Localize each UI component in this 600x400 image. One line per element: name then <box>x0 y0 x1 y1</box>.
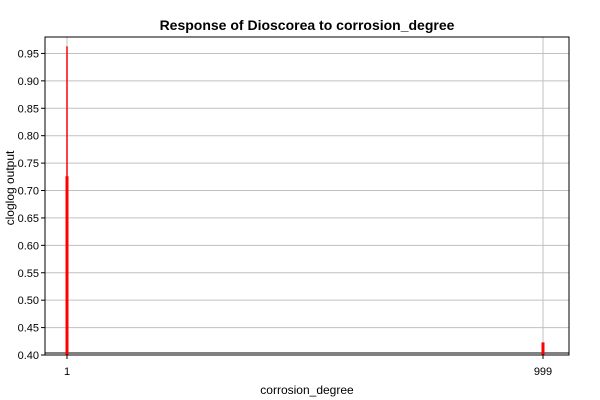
y-tick-label: 0.50 <box>18 295 39 307</box>
x-tick-label: 999 <box>534 366 552 378</box>
response-bar <box>65 176 69 355</box>
data-bars <box>65 46 545 356</box>
y-tick-label: 0.80 <box>18 131 39 143</box>
plot-frame <box>44 36 570 356</box>
y-tick-label: 0.90 <box>18 76 39 88</box>
chart-title: Response of Dioscorea to corrosion_degre… <box>160 17 455 33</box>
y-axis-ticks: 0.40 0.45 0.50 0.55 0.60 0.65 0.70 0.75 0.80 0.85… <box>18 48 45 362</box>
y-axis-label: cloglog output <box>3 150 17 225</box>
y-tick-label: 0.70 <box>18 186 39 198</box>
response-bar <box>541 342 545 355</box>
y-tick-label: 0.45 <box>18 323 39 335</box>
y-tick-label: 0.60 <box>18 240 39 252</box>
y-tick-label: 0.95 <box>18 48 39 60</box>
x-axis-ticks: 1 999 <box>64 355 552 378</box>
x-tick-label: 1 <box>64 366 70 378</box>
y-tick-label: 0.75 <box>18 158 39 170</box>
x-axis-label: corrosion_degree <box>260 383 354 397</box>
y-tick-label: 0.40 <box>18 350 39 362</box>
y-tick-label: 0.65 <box>18 213 39 225</box>
y-tick-label: 0.55 <box>18 268 39 280</box>
y-tick-label: 0.85 <box>18 103 39 115</box>
